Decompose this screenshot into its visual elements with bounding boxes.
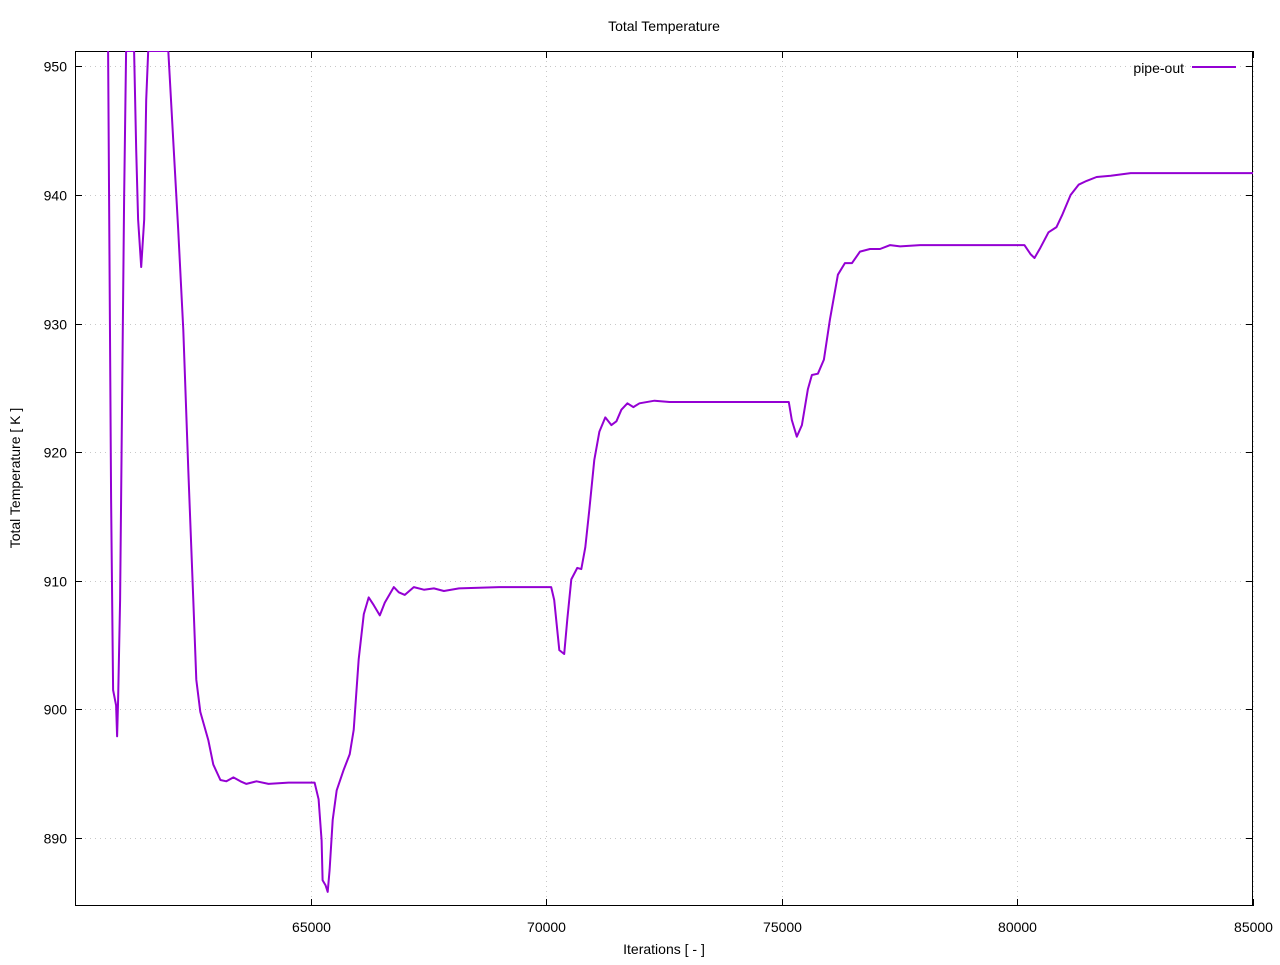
legend-label: pipe-out [1133, 60, 1184, 76]
x-axis-label: Iterations [ - ] [623, 941, 705, 957]
plot-border [75, 51, 1253, 906]
y-tick-label: 920 [44, 445, 68, 461]
y-axis-label: Total Temperature [ K ] [7, 408, 23, 549]
y-tick-label: 940 [44, 188, 68, 204]
x-tick-label: 75000 [763, 919, 802, 935]
y-tick-label: 900 [44, 702, 68, 718]
series-line-pipe-out [107, 51, 1253, 893]
grid [75, 51, 1254, 906]
y-tick-label: 910 [44, 574, 68, 590]
y-tick-label: 930 [44, 317, 68, 333]
x-tick-label: 65000 [292, 919, 331, 935]
x-tick-label: 85000 [1234, 919, 1273, 935]
y-tick-label: 890 [44, 831, 68, 847]
x-tick-label: 80000 [998, 919, 1037, 935]
legend: pipe-out [1133, 60, 1236, 76]
y-tick-label: 950 [44, 59, 68, 75]
chart-title: Total Temperature [608, 18, 720, 34]
axis-ticks: 65000 70000 75000 80000 85000 890 900 910 920 930… [44, 51, 1273, 935]
x-tick-label: 70000 [527, 919, 566, 935]
